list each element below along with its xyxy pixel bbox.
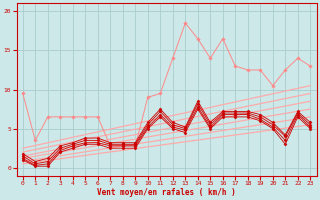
X-axis label: Vent moyen/en rafales ( km/h ): Vent moyen/en rafales ( km/h ) (97, 188, 236, 197)
